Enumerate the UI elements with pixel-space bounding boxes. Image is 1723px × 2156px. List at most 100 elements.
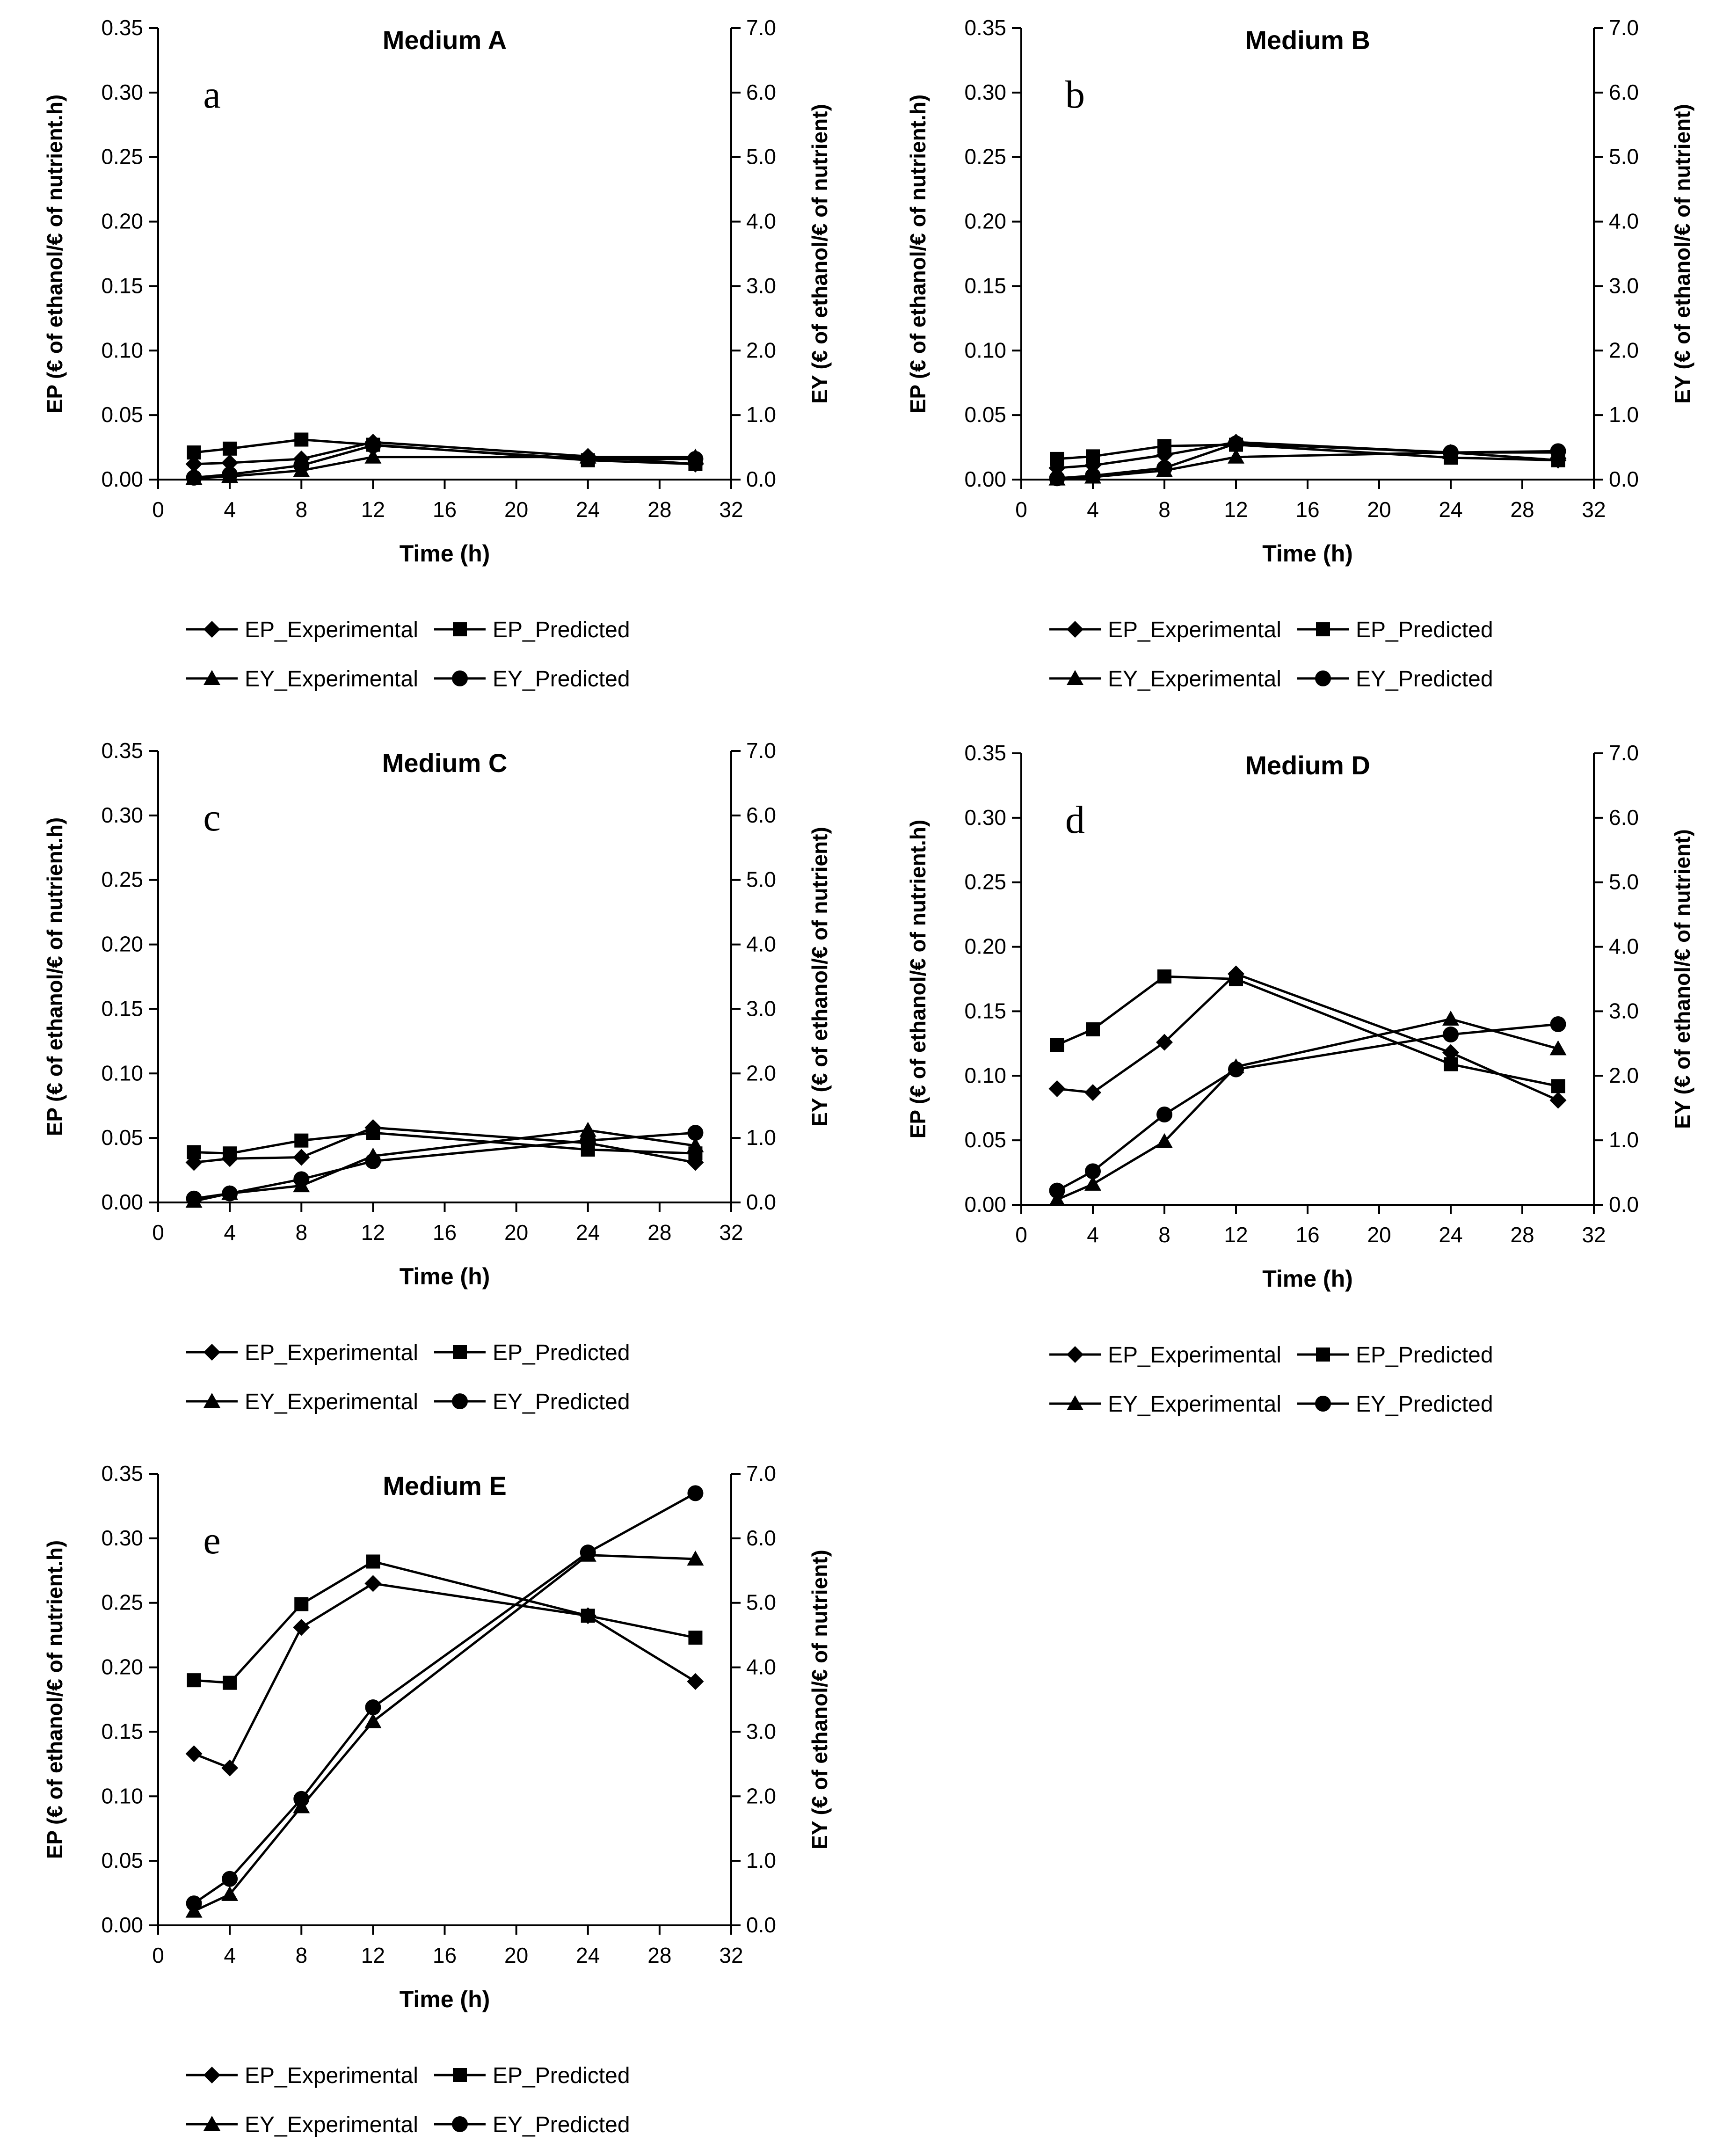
y-tick-label-right: 2.0 bbox=[746, 338, 776, 362]
data-point-ey-predicted bbox=[1156, 1107, 1172, 1122]
y-tick-label-left: 0.30 bbox=[964, 805, 1006, 830]
legend-marker-ep-predicted bbox=[453, 2068, 467, 2082]
y-tick-label-left: 0.30 bbox=[101, 80, 143, 104]
data-point-ey-experimental bbox=[364, 448, 382, 464]
legend-label: EY_Predicted bbox=[493, 1390, 630, 1414]
data-point-ey-predicted bbox=[1085, 467, 1101, 484]
y-tick-label-right: 2.0 bbox=[1609, 1063, 1639, 1087]
data-point-ep-predicted bbox=[1229, 972, 1243, 986]
data-point-ep-predicted bbox=[1050, 1038, 1064, 1052]
data-point-ey-predicted bbox=[1443, 444, 1459, 461]
data-point-ey-predicted bbox=[365, 1153, 381, 1169]
chart-panel-a: 0.00 0.05 0.10 0.15 0.20 0.25 0.30 0.35 0.0 1.0 2.… bbox=[43, 15, 832, 692]
legend-label: EY_Experimental bbox=[245, 1390, 418, 1414]
x-tick-label: 8 bbox=[295, 1220, 307, 1245]
data-point-ep-predicted bbox=[1157, 969, 1171, 983]
x-tick-label: 28 bbox=[647, 497, 671, 522]
data-point-ey-experimental bbox=[1156, 1133, 1173, 1148]
data-point-ey-predicted bbox=[293, 457, 310, 473]
y-axis-title-left: EP (€ of ethanol/€ of nutrient.h) bbox=[43, 1540, 67, 1859]
x-tick-label: 8 bbox=[295, 1943, 307, 1967]
data-point-ey-predicted bbox=[687, 451, 704, 467]
x-tick-label: 0 bbox=[1015, 1223, 1027, 1247]
y-tick-label-left: 0.20 bbox=[101, 932, 143, 956]
chart-title: Medium E bbox=[383, 1471, 506, 1500]
data-point-ey-predicted bbox=[186, 1895, 202, 1912]
x-tick-label: 20 bbox=[504, 1220, 528, 1245]
data-point-ey-predicted bbox=[1550, 1016, 1566, 1032]
y-tick-label-right: 4.0 bbox=[746, 1655, 776, 1679]
data-point-ep-experimental bbox=[1084, 1084, 1101, 1101]
data-point-ep-experimental bbox=[293, 1149, 310, 1166]
data-point-ey-experimental bbox=[1228, 448, 1244, 464]
x-axis-title: Time (h) bbox=[400, 540, 490, 567]
x-tick-label: 20 bbox=[1367, 497, 1391, 522]
legend-marker-ep-experimental bbox=[204, 1344, 220, 1361]
x-tick-label: 16 bbox=[433, 497, 457, 522]
data-point-ey-predicted bbox=[1443, 1027, 1459, 1043]
y-tick-label-left: 0.15 bbox=[101, 996, 143, 1020]
series-line-ep-experimental bbox=[1057, 972, 1559, 1101]
data-point-ep-predicted bbox=[294, 432, 309, 447]
y-tick-label-right: 7.0 bbox=[1609, 741, 1639, 765]
data-point-ey-predicted bbox=[1156, 460, 1172, 476]
y-tick-label-left: 0.00 bbox=[101, 1913, 143, 1937]
series-line-ey-predicted bbox=[1056, 1023, 1558, 1192]
data-point-ey-experimental bbox=[579, 1122, 596, 1137]
legend-label: EY_Experimental bbox=[245, 2112, 418, 2137]
y-tick-label-left: 0.30 bbox=[101, 803, 143, 827]
legend-label: EY_Predicted bbox=[1356, 1392, 1493, 1417]
y-tick-label-left: 0.05 bbox=[101, 402, 143, 427]
data-point-ey-predicted bbox=[365, 437, 381, 453]
x-tick-label: 28 bbox=[1510, 497, 1534, 522]
data-point-ep-experimental bbox=[185, 1745, 203, 1763]
x-tick-label: 32 bbox=[719, 1943, 743, 1967]
x-tick-label: 28 bbox=[1510, 1223, 1534, 1247]
legend-label: EY_Predicted bbox=[493, 667, 630, 692]
legend-label: EP_Experimental bbox=[1108, 1343, 1281, 1368]
x-tick-label: 16 bbox=[433, 1220, 457, 1245]
data-point-ep-predicted bbox=[187, 1673, 201, 1688]
data-point-ep-predicted bbox=[1086, 1022, 1100, 1037]
y-tick-label-left: 0.25 bbox=[964, 870, 1006, 894]
y-tick-label-right: 0.0 bbox=[746, 467, 776, 491]
x-tick-label: 8 bbox=[1158, 497, 1170, 522]
legend-marker-ep-experimental bbox=[204, 621, 220, 638]
y-tick-label-left: 0.15 bbox=[964, 273, 1006, 298]
x-tick-label: 24 bbox=[576, 1220, 600, 1245]
panel-letter: d bbox=[1065, 798, 1085, 842]
chart-title: Medium B bbox=[1245, 25, 1370, 55]
y-tick-label-left: 0.10 bbox=[964, 1063, 1006, 1087]
panel-letter: c bbox=[203, 796, 220, 839]
data-point-ep-predicted bbox=[187, 445, 201, 460]
y-tick-label-left: 0.30 bbox=[964, 80, 1006, 104]
legend-label: EP_Predicted bbox=[493, 2063, 630, 2088]
x-tick-label: 24 bbox=[1439, 497, 1462, 522]
y-tick-label-right: 2.0 bbox=[1609, 338, 1639, 362]
x-tick-label: 8 bbox=[1158, 1223, 1170, 1247]
y-tick-label-left: 0.25 bbox=[101, 867, 143, 892]
panel-letter: b bbox=[1065, 73, 1085, 117]
legend-label: EP_Predicted bbox=[1356, 618, 1493, 642]
data-point-ep-predicted bbox=[294, 1133, 309, 1148]
chart-panel-e: 0.00 0.05 0.10 0.15 0.20 0.25 0.30 0.35 0.0 1.0 2.… bbox=[43, 1461, 832, 2137]
y-axis-title-right: EY (€ of ethanol/€ of nutrient) bbox=[807, 827, 832, 1127]
data-point-ey-predicted bbox=[293, 1171, 310, 1187]
legend-marker-ep-predicted bbox=[453, 1345, 467, 1359]
x-tick-label: 20 bbox=[504, 1943, 528, 1967]
legend-label: EY_Experimental bbox=[1108, 667, 1281, 692]
y-tick-label-right: 3.0 bbox=[746, 273, 776, 298]
y-tick-label-left: 0.00 bbox=[964, 1192, 1006, 1216]
y-tick-label-left: 0.25 bbox=[964, 145, 1006, 169]
legend-label: EP_Experimental bbox=[245, 1340, 418, 1365]
legend-label: EY_Predicted bbox=[493, 2112, 630, 2137]
x-axis-title: Time (h) bbox=[1262, 1266, 1353, 1292]
x-tick-label: 24 bbox=[1439, 1223, 1462, 1247]
data-point-ep-experimental bbox=[1156, 1034, 1173, 1051]
x-tick-label: 12 bbox=[361, 497, 385, 522]
y-axis-title-left: EP (€ of ethanol/€ of nutrient.h) bbox=[906, 820, 930, 1139]
legend-label: EY_Predicted bbox=[1356, 667, 1493, 692]
data-point-ey-predicted bbox=[186, 1190, 202, 1207]
legend-marker-ep-predicted bbox=[1316, 1348, 1330, 1362]
